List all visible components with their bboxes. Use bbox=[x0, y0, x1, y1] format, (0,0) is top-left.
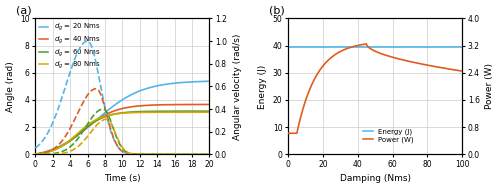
Y-axis label: Angular velocity (rad/s): Angular velocity (rad/s) bbox=[232, 33, 241, 140]
Text: (b): (b) bbox=[269, 6, 284, 16]
X-axis label: Time (s): Time (s) bbox=[104, 174, 141, 184]
Y-axis label: Energy (J): Energy (J) bbox=[258, 64, 268, 108]
Legend: Energy (J), Power (W): Energy (J), Power (W) bbox=[362, 127, 415, 144]
Text: (a): (a) bbox=[16, 6, 32, 16]
Legend: $d_g$ = 20 Nms, $d_g$ = 40 Nms, $d_g$ = 60 Nms, $d_g$ = 80 Nms: $d_g$ = 20 Nms, $d_g$ = 40 Nms, $d_g$ = … bbox=[38, 21, 102, 72]
X-axis label: Damping (Nms): Damping (Nms) bbox=[340, 174, 410, 184]
Y-axis label: Angle (rad): Angle (rad) bbox=[6, 61, 15, 112]
Y-axis label: Power (W): Power (W) bbox=[486, 63, 494, 109]
